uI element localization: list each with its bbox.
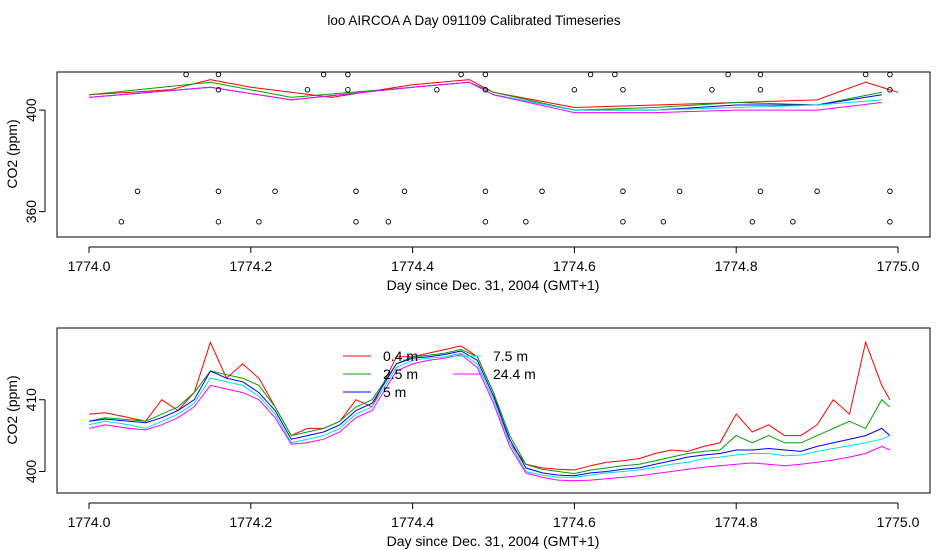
x-ticks: 1774.0 1774.2 1774.4 1774.6 1774.8 1775.0 xyxy=(68,502,920,530)
series-group xyxy=(88,79,899,114)
data-point xyxy=(523,219,529,225)
data-point xyxy=(814,188,820,195)
y-ticks: 400 410 xyxy=(23,388,46,484)
data-point xyxy=(482,188,489,195)
data-point xyxy=(215,71,222,78)
x-tick-label: 1774.4 xyxy=(391,258,434,274)
data-point xyxy=(725,71,731,78)
x-tick-label: 1775.0 xyxy=(877,258,920,274)
y-tick-label: 410 xyxy=(23,388,39,412)
y-ticks: 360 400 xyxy=(23,98,46,224)
data-point xyxy=(215,219,222,225)
y-tick-label: 400 xyxy=(23,460,39,484)
data-point xyxy=(118,219,125,225)
x-tick-label: 1774.2 xyxy=(229,258,272,274)
data-point xyxy=(482,87,489,93)
series-line xyxy=(88,79,899,109)
series-line xyxy=(88,350,891,477)
data-point xyxy=(272,188,278,195)
data-point xyxy=(862,71,869,78)
y-tick-label: 360 xyxy=(23,200,39,224)
data-point xyxy=(434,87,440,93)
data-point xyxy=(757,87,764,93)
legend-label: 24.4 m xyxy=(493,366,536,382)
data-point xyxy=(571,87,578,93)
series-line xyxy=(88,340,891,471)
y-axis-label: CO2 (ppm) xyxy=(4,119,20,188)
panel-top: 1774.0 1774.2 1774.4 1774.6 1774.8 1775.0 360… xyxy=(4,71,931,293)
data-point xyxy=(887,188,893,195)
legend-label: 7.5 m xyxy=(493,348,528,364)
data-point xyxy=(620,219,626,225)
x-tick-label: 1774.8 xyxy=(715,258,758,274)
data-point xyxy=(660,219,667,225)
plot-frame xyxy=(56,71,931,238)
y-axis-label: CO2 (ppm) xyxy=(4,375,20,444)
data-point xyxy=(353,219,359,225)
x-tick-label: 1774.4 xyxy=(391,514,434,530)
series-line xyxy=(88,81,882,111)
data-point xyxy=(709,87,715,93)
series-line xyxy=(88,81,882,111)
data-point xyxy=(345,71,351,78)
legend-label: 2.5 m xyxy=(383,366,418,382)
data-point xyxy=(587,71,594,78)
data-point xyxy=(215,188,222,195)
series-line xyxy=(88,353,891,482)
series-line xyxy=(88,81,882,114)
data-point xyxy=(620,87,626,93)
data-point xyxy=(304,87,311,93)
x-tick-label: 1774.6 xyxy=(553,258,596,274)
data-point xyxy=(385,219,392,225)
panel-bottom: 1774.0 1774.2 1774.4 1774.6 1774.8 1775.0 400… xyxy=(4,327,931,549)
data-point xyxy=(345,87,351,93)
x-axis-label: Day since Dec. 31, 2004 (GMT+1) xyxy=(387,277,600,293)
data-point xyxy=(353,188,359,195)
legend: 0.4 m 2.5 m 5 m 7.5 m 24.4 m xyxy=(343,348,536,400)
legend-label: 0.4 m xyxy=(383,348,418,364)
x-tick-label: 1774.0 xyxy=(68,514,111,530)
y-tick-label: 400 xyxy=(23,98,39,122)
legend-label: 5 m xyxy=(383,384,406,400)
series-line xyxy=(88,348,891,475)
data-point xyxy=(790,219,796,225)
data-point xyxy=(757,71,764,78)
data-point xyxy=(749,219,756,225)
x-tick-label: 1774.2 xyxy=(229,514,272,530)
data-point xyxy=(676,188,683,195)
x-tick-label: 1774.6 xyxy=(553,514,596,530)
x-tick-label: 1774.8 xyxy=(715,514,758,530)
series-line xyxy=(88,81,882,111)
data-point xyxy=(320,71,327,78)
data-point xyxy=(256,219,262,225)
x-tick-label: 1775.0 xyxy=(877,514,920,530)
data-point xyxy=(539,188,545,195)
x-ticks: 1774.0 1774.2 1774.4 1774.6 1774.8 1775.0 xyxy=(68,246,920,274)
data-point xyxy=(183,71,189,78)
data-point xyxy=(401,188,408,195)
data-point xyxy=(482,219,489,225)
data-point xyxy=(215,87,222,93)
data-point xyxy=(887,71,893,78)
data-point xyxy=(620,188,626,195)
data-point xyxy=(458,71,464,78)
data-point xyxy=(887,87,893,93)
x-axis-label: Day since Dec. 31, 2004 (GMT+1) xyxy=(387,533,600,549)
data-point xyxy=(887,219,893,225)
chart-title: loo AIRCOA A Day 091109 Calibrated Times… xyxy=(327,13,620,28)
plot-frame xyxy=(56,327,931,494)
points-group xyxy=(118,71,893,225)
x-tick-label: 1774.0 xyxy=(68,258,111,274)
data-point xyxy=(134,188,141,195)
data-point xyxy=(482,71,489,78)
data-point xyxy=(612,71,618,78)
series-group xyxy=(88,340,891,482)
data-point xyxy=(757,188,764,195)
series-line xyxy=(88,352,891,478)
